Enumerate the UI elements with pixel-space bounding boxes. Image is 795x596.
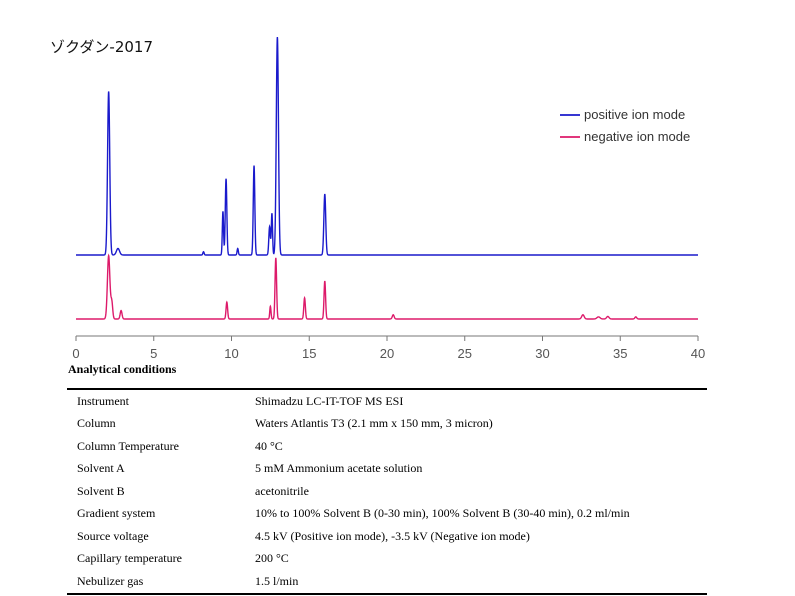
conditions-row: Nebulizer gas 1.5 l/min [67,570,707,594]
condition-value: Waters Atlantis T3 (2.1 mm x 150 mm, 3 m… [255,416,493,431]
x-axis-ticks: 0 5 10 15 20 25 30 35 40 [72,336,705,361]
legend: positive ion mode negative ion mode [560,107,690,144]
condition-parameter: Solvent A [77,461,125,476]
condition-parameter: Source voltage [77,528,149,543]
chromatogram-traces [76,36,698,320]
x-tick-label: 5 [150,346,157,361]
x-tick-label: 20 [380,346,394,361]
conditions-table-body: Instrument Shimadzu LC-IT-TOF MS ESI Colum… [67,389,707,594]
condition-value: 4.5 kV (Positive ion mode), -3.5 kV (Neg… [255,528,530,543]
condition-value: 5 mM Ammonium acetate solution [255,461,423,476]
condition-value: 1.5 l/min [255,573,299,588]
condition-value: 10% to 100% Solvent B (0-30 min), 100% S… [255,506,630,521]
x-tick-label: 15 [302,346,316,361]
condition-value: 40 °C [255,438,283,453]
conditions-row: Column Waters Atlantis T3 (2.1 mm x 150 m… [67,413,707,436]
condition-parameter: Gradient system [77,506,156,521]
conditions-row: Solvent A 5 mM Ammonium acetate solution [67,458,707,481]
x-tick-label: 10 [224,346,238,361]
condition-value: 200 °C [255,551,289,566]
x-tick-label: 0 [72,346,79,361]
conditions-row: Capillary temperature 200 °C [67,548,707,571]
conditions-row: Column Temperature 40 °C [67,435,707,458]
x-tick-label: 30 [535,346,549,361]
condition-parameter: Solvent B [77,483,125,498]
condition-parameter: Column [77,416,116,431]
x-tick-label: 25 [458,346,472,361]
conditions-row: Gradient system 10% to 100% Solvent B (0-… [67,503,707,526]
condition-parameter: Capillary temperature [77,551,182,566]
legend-label: positive ion mode [584,107,685,122]
conditions-heading: Analytical conditions [68,362,177,376]
condition-parameter: Column Temperature [77,438,179,453]
condition-parameter: Nebulizer gas [77,573,144,588]
conditions-row: Instrument Shimadzu LC-IT-TOF MS ESI [67,389,707,413]
conditions-table: Instrument Shimadzu LC-IT-TOF MS ESI Colum… [67,388,707,595]
conditions-row: Source voltage 4.5 kV (Positive ion mode)… [67,525,707,548]
x-tick-label: 40 [691,346,705,361]
chart-title: ゾクダン-2017 [50,38,153,56]
conditions-row: Solvent B acetonitrile [67,480,707,503]
condition-value: Shimadzu LC-IT-TOF MS ESI [255,393,404,408]
condition-value: acetonitrile [255,483,309,498]
x-tick-label: 35 [613,346,627,361]
trace-positive-ion-mode [76,36,698,256]
condition-parameter: Instrument [77,393,129,408]
chromatogram-chart: 0 5 10 15 20 25 30 35 40 positive ion mode negati… [72,36,705,361]
trace-negative-ion-mode [76,253,698,320]
x-axis: 0 5 10 15 20 25 30 35 40 [72,335,705,361]
legend-label: negative ion mode [584,129,690,144]
